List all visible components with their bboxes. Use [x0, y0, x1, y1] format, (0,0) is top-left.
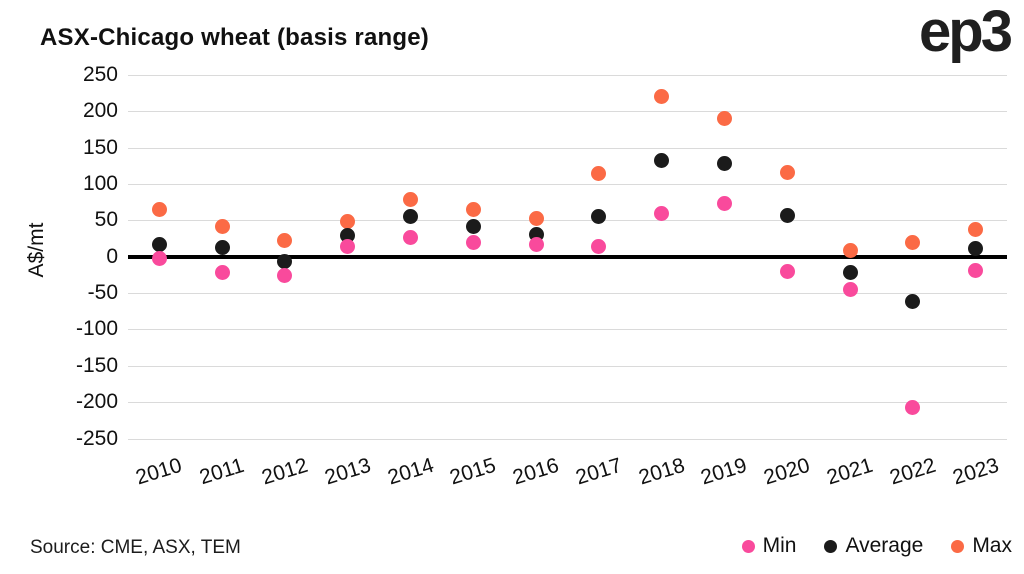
max-dot-icon	[951, 539, 965, 553]
dot-average-2011	[214, 239, 230, 255]
dot-min-2020	[779, 263, 795, 279]
gridline--50	[128, 293, 1007, 295]
dot-max-2011	[214, 219, 230, 235]
dot-max-2021	[842, 242, 858, 258]
dot-max-2013	[340, 213, 356, 229]
gridline-100	[128, 184, 1007, 186]
dot-min-2016	[528, 236, 544, 252]
gridline--200	[128, 402, 1007, 404]
dot-average-2021	[842, 265, 858, 281]
dot-min-2022	[905, 399, 921, 415]
y-tick-label-200: 200	[82, 99, 118, 123]
legend-item-min: Min	[741, 534, 797, 558]
legend-label-average: Average	[845, 534, 924, 557]
dot-min-2023	[968, 263, 984, 279]
gridline-250	[128, 75, 1007, 76]
source-note: Source: CME, ASX, TEM	[30, 537, 241, 558]
dot-min-2012	[277, 268, 293, 284]
dot-average-2012	[277, 254, 293, 270]
y-tick-label-150: 150	[82, 135, 118, 159]
dot-max-2018	[654, 89, 670, 105]
dot-max-2019	[716, 111, 732, 127]
chart-title: ASX-Chicago wheat (basis range)	[40, 24, 429, 51]
legend-item-average: Average	[824, 534, 923, 558]
y-tick-label--150: -150	[75, 353, 118, 377]
dot-max-2014	[403, 191, 419, 207]
average-dot-icon	[824, 539, 838, 553]
dot-max-2016	[528, 210, 544, 226]
zero-baseline	[128, 254, 1007, 259]
gridline-50	[128, 220, 1007, 222]
legend: Min Average Max	[741, 534, 1012, 558]
dot-min-2019	[716, 196, 732, 212]
gridline--100	[128, 329, 1007, 331]
min-dot-icon	[741, 539, 755, 553]
legend-item-max: Max	[951, 534, 1012, 558]
gridline--150	[128, 365, 1007, 367]
ep3-logo: ep3	[919, 0, 1013, 64]
dot-average-2022	[905, 293, 921, 309]
dot-average-2019	[716, 156, 732, 172]
y-tick-label-250: 250	[82, 63, 118, 86]
dot-min-2018	[654, 205, 670, 221]
y-tick-label-0: 0	[106, 244, 118, 268]
dot-average-2023	[968, 241, 984, 257]
gridline-200	[128, 111, 1007, 113]
y-tick-label-100: 100	[82, 172, 118, 196]
y-tick-label--250: -250	[75, 426, 118, 450]
dot-average-2017	[591, 209, 607, 225]
dot-max-2020	[779, 164, 795, 180]
dot-min-2013	[340, 239, 356, 255]
dot-max-2017	[591, 166, 607, 182]
dot-min-2017	[591, 239, 607, 255]
dot-max-2012	[277, 233, 293, 249]
dot-max-2015	[465, 201, 481, 217]
dot-average-2020	[779, 207, 795, 223]
gridline--250	[128, 438, 1007, 440]
dot-min-2021	[842, 281, 858, 297]
dot-min-2015	[465, 234, 481, 250]
dot-average-2014	[403, 208, 419, 224]
dot-max-2010	[151, 201, 167, 217]
gridline-150	[128, 147, 1007, 149]
y-tick-label--50: -50	[87, 281, 118, 305]
dot-max-2023	[968, 221, 984, 237]
y-tick-label-50: 50	[94, 208, 118, 232]
y-tick-label--200: -200	[75, 390, 118, 414]
dot-min-2014	[403, 230, 419, 246]
y-tick-label--100: -100	[75, 317, 118, 341]
dot-min-2010	[151, 250, 167, 266]
legend-label-max: Max	[972, 534, 1012, 557]
dot-average-2015	[465, 219, 481, 235]
dot-min-2011	[214, 265, 230, 281]
dot-average-2010	[151, 236, 167, 252]
dot-average-2018	[654, 153, 670, 169]
legend-label-min: Min	[762, 534, 797, 557]
dot-max-2022	[905, 235, 921, 251]
